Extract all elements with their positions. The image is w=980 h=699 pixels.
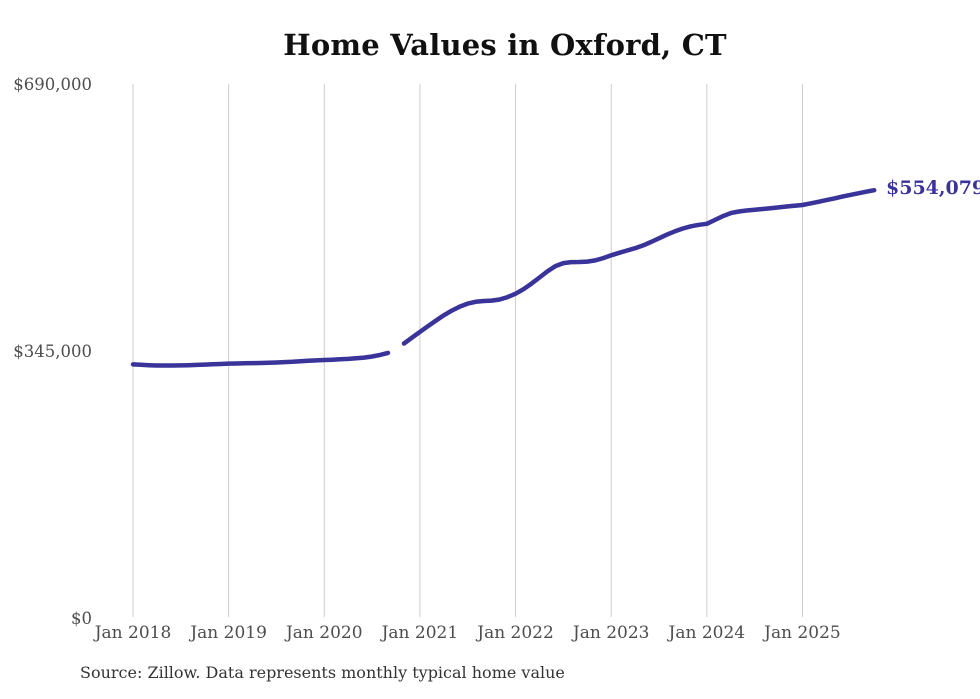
y-axis-tick-label: $690,000 — [13, 75, 92, 94]
x-axis-tick-label: Jan 2023 — [572, 623, 650, 643]
latest-value-label: $554,079 — [886, 177, 980, 199]
y-axis-tick-label: $0 — [71, 609, 92, 628]
x-axis-tick-label: Jan 2025 — [764, 623, 841, 643]
home-value-series-line — [130, 187, 877, 368]
source-note: Source: Zillow. Data represents monthly … — [80, 663, 565, 682]
x-axis-tick-label: Jan 2019 — [190, 623, 267, 643]
chart-title: Home Values in Oxford, CT — [283, 28, 727, 62]
x-axis-tick-label: Jan 2018 — [94, 623, 172, 643]
x-axis-tick-label: Jan 2022 — [477, 623, 554, 643]
x-axis-tick-label: Jan 2021 — [381, 623, 459, 643]
x-axis-tick-label: Jan 2024 — [668, 623, 746, 643]
x-axis-tick-label: Jan 2020 — [285, 623, 363, 643]
y-axis-tick-label: $345,000 — [13, 342, 92, 361]
